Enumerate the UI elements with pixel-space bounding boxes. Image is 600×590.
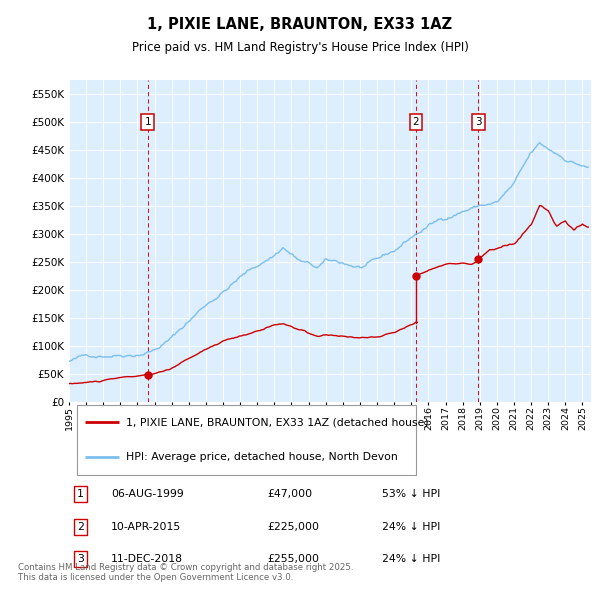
Text: 53% ↓ HPI: 53% ↓ HPI (382, 489, 440, 499)
Text: £47,000: £47,000 (268, 489, 313, 499)
Text: HPI: Average price, detached house, North Devon: HPI: Average price, detached house, Nort… (127, 453, 398, 462)
Text: 1: 1 (145, 117, 151, 127)
Text: 3: 3 (475, 117, 482, 127)
Text: Price paid vs. HM Land Registry's House Price Index (HPI): Price paid vs. HM Land Registry's House … (131, 41, 469, 54)
Text: 1: 1 (77, 489, 84, 499)
Text: 2: 2 (77, 522, 84, 532)
Text: 1, PIXIE LANE, BRAUNTON, EX33 1AZ (detached house): 1, PIXIE LANE, BRAUNTON, EX33 1AZ (detac… (127, 417, 429, 427)
Text: Contains HM Land Registry data © Crown copyright and database right 2025.
This d: Contains HM Land Registry data © Crown c… (18, 563, 353, 582)
Text: 10-APR-2015: 10-APR-2015 (111, 522, 181, 532)
Text: 1, PIXIE LANE, BRAUNTON, EX33 1AZ: 1, PIXIE LANE, BRAUNTON, EX33 1AZ (148, 17, 452, 31)
Text: 3: 3 (77, 553, 84, 563)
Text: 2: 2 (413, 117, 419, 127)
Text: 24% ↓ HPI: 24% ↓ HPI (382, 553, 440, 563)
Text: 06-AUG-1999: 06-AUG-1999 (111, 489, 184, 499)
FancyBboxPatch shape (77, 405, 416, 475)
Text: £255,000: £255,000 (268, 553, 319, 563)
Text: 24% ↓ HPI: 24% ↓ HPI (382, 522, 440, 532)
Text: 11-DEC-2018: 11-DEC-2018 (111, 553, 183, 563)
Text: £225,000: £225,000 (268, 522, 319, 532)
